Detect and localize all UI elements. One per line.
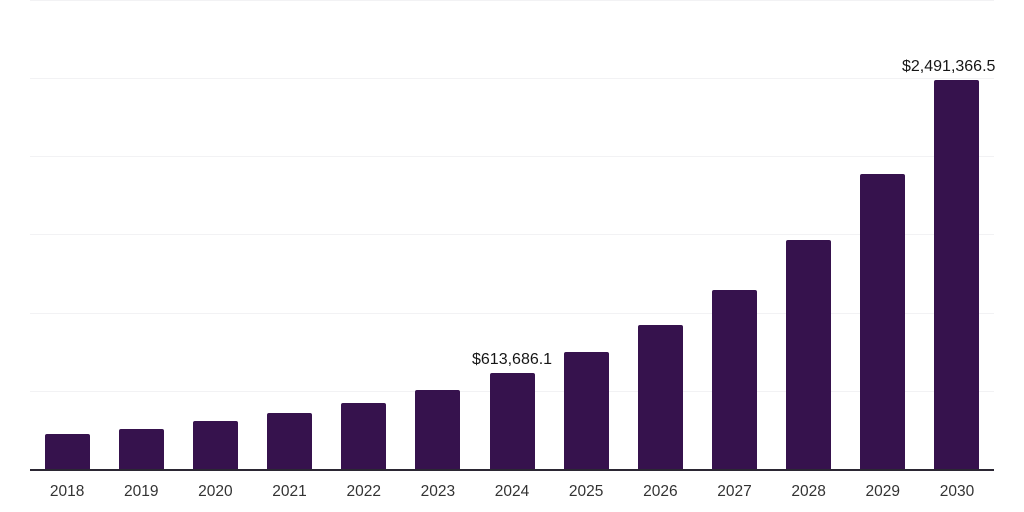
bar-2024[interactable] — [489, 373, 535, 469]
bar-2020[interactable] — [192, 421, 238, 469]
x-axis-tick-label: 2025 — [568, 483, 604, 500]
bar-2027[interactable] — [711, 290, 757, 469]
x-axis-tick-label: 2029 — [865, 483, 901, 500]
gridline — [30, 78, 994, 79]
gridline — [30, 156, 994, 157]
bar-2021[interactable] — [267, 413, 313, 469]
bar-2022[interactable] — [341, 403, 387, 469]
x-axis-tick-label: 2024 — [494, 483, 530, 500]
x-axis-tick-label: 2023 — [420, 483, 456, 500]
x-axis-tick-label: 2026 — [643, 483, 678, 500]
x-axis-tick-label: 2018 — [49, 483, 85, 500]
bar-2018[interactable] — [44, 434, 90, 469]
x-axis-tick-label: 2022 — [346, 483, 381, 500]
plot-area: $613,686.1 $2,491,366.5 — [30, 0, 996, 471]
bar-2019[interactable] — [118, 429, 164, 469]
bar-2025[interactable] — [563, 352, 609, 469]
bar-2028[interactable] — [786, 240, 832, 469]
bar-2029[interactable] — [860, 174, 906, 469]
gridline — [30, 234, 994, 235]
x-axis-tick-label: 2028 — [791, 483, 826, 500]
bar-2030[interactable] — [934, 80, 980, 469]
bar-2026[interactable] — [637, 325, 683, 469]
bar-value-label: $2,491,366.5 — [902, 58, 996, 75]
bar-2023[interactable] — [415, 390, 461, 469]
x-axis-tick-label: 2030 — [939, 483, 975, 500]
x-axis-tick-label: 2021 — [272, 483, 307, 500]
x-axis-tick-label: 2020 — [198, 483, 233, 500]
bar-value-label: $613,686.1 — [472, 351, 553, 368]
x-axis-tick-label: 2027 — [717, 483, 752, 500]
gridline — [30, 0, 994, 1]
x-axis: 2018 2019 2020 2021 2022 2023 2024 2025 2026 2027… — [30, 480, 994, 504]
gridline — [30, 313, 994, 314]
x-axis-tick-label: 2019 — [123, 483, 159, 500]
